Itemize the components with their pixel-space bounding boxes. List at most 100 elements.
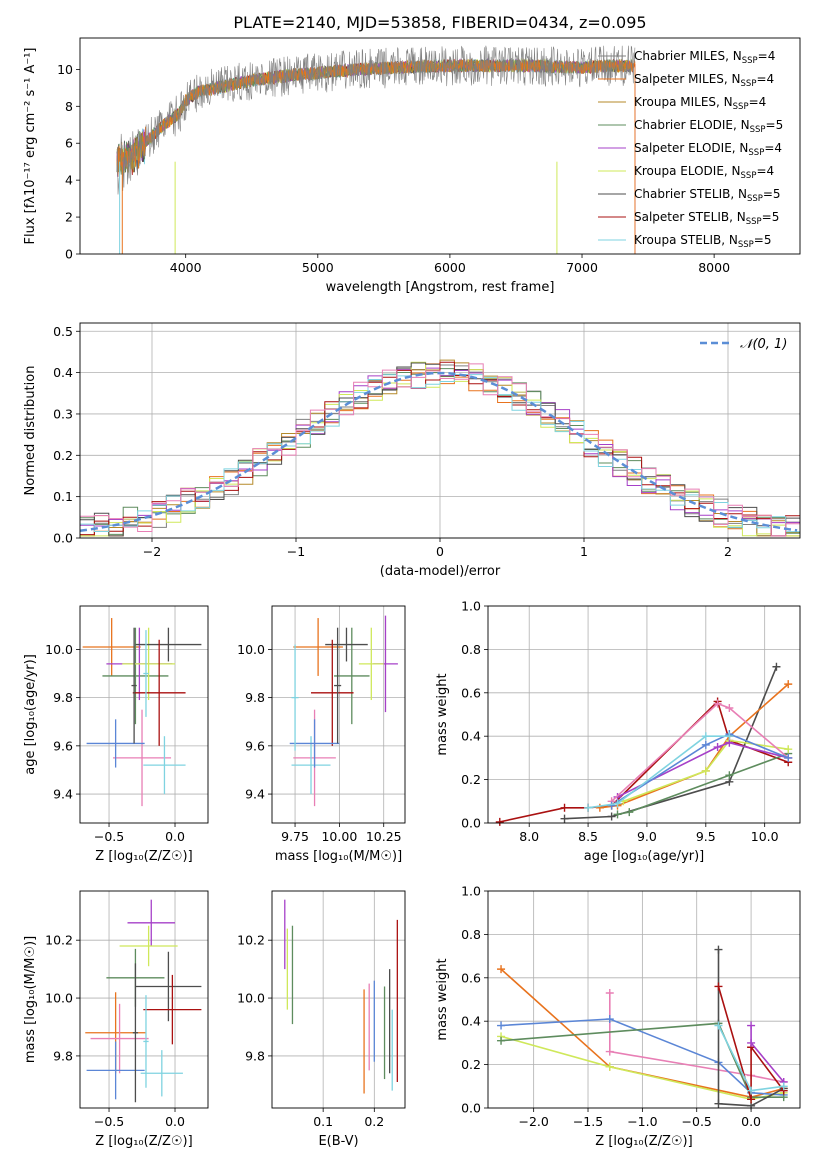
legend-suffix: =4 (749, 95, 767, 109)
spectrum-series-line (116, 58, 633, 173)
x-tick-label: −1.5 (573, 1114, 603, 1129)
mass-weight-marker (725, 703, 734, 712)
error-bar-point (90, 1003, 149, 1074)
axes-frame (271, 605, 406, 824)
mass-weight-marker (607, 801, 616, 810)
mass-weight-marker (747, 1095, 756, 1104)
legend-subscript: SSP (747, 194, 763, 204)
legend-entry: Kroupa MILES, NSSP=4 (634, 95, 766, 112)
error-bar-point (143, 974, 202, 1045)
x-tick-label: 10.00 (321, 829, 357, 844)
legend-suffix: =5 (766, 118, 784, 132)
x-tick-label: 0.0 (165, 829, 185, 844)
y-tick-label: 0.4 (461, 729, 481, 744)
x-tick-label: −2 (143, 544, 161, 559)
mass-weight-marker (607, 812, 616, 821)
mass-weight-marker (772, 662, 781, 671)
y-axis-label: age [log₁₀(age/yr)] (23, 654, 38, 775)
x-tick-label: 7000 (566, 260, 598, 275)
x-tick-label: 2 (724, 544, 732, 559)
x-tick-label: 0.0 (741, 1114, 761, 1129)
y-tick-label: 0.3 (53, 406, 73, 421)
y-tick-label: 0.2 (53, 448, 73, 463)
legend-entry: Kroupa ELODIE, NSSP=4 (634, 164, 774, 181)
axes-frame (487, 890, 801, 1109)
error-bar-point (291, 644, 299, 751)
x-tick-label: −0.5 (94, 1114, 124, 1129)
x-tick-label: 5000 (302, 260, 334, 275)
y-axis-label: Flux [fλ10⁻¹⁷ erg cm⁻² s⁻¹ A⁻¹] (23, 48, 38, 245)
legend-entry: Salpeter ELODIE, NSSP=4 (634, 141, 782, 158)
legend-label: Salpeter MILES, N (634, 72, 741, 86)
axes-frame (79, 605, 209, 824)
x-axis-label: Z [log₁₀(Z/Z☉)] (95, 849, 192, 864)
y-tick-label: 0.8 (461, 927, 481, 942)
mass-weight-marker (714, 1021, 723, 1030)
mass-weight-marker (747, 1038, 756, 1047)
x-axis-label: Z [log₁₀(Z/Z☉)] (95, 1134, 192, 1149)
mass-weight-marker (495, 817, 504, 826)
y-axis-label: Normed distribution (23, 366, 38, 496)
mass-weight-marker (713, 699, 722, 708)
mass-weight-marker (560, 814, 569, 823)
spectrum-series-line (116, 57, 633, 173)
x-tick-label: 10.25 (366, 829, 402, 844)
x-tick-label: 9.0 (637, 829, 657, 844)
error-bar-point (122, 627, 176, 701)
x-tick-label: 6000 (434, 260, 466, 275)
legend-label: Kroupa ELODIE, N (634, 164, 741, 178)
legend-suffix: =5 (763, 187, 781, 201)
panel-residuals: −2 −1 0 1 2 0.0 0.1 0.2 0.3 0.4 0.5 (data-model)/er… (23, 322, 801, 579)
mass-weight-marker (784, 745, 793, 754)
y-tick-label: 0.6 (461, 685, 481, 700)
mass-weight-marker (701, 766, 710, 775)
error-bar-point (127, 899, 176, 946)
y-tick-label: 10.0 (237, 642, 265, 657)
x-tick-label: −1.0 (627, 1114, 657, 1129)
mass-weight-marker (714, 945, 723, 954)
mass-weight-marker (605, 988, 614, 997)
y-tick-label: 0.4 (53, 365, 73, 380)
error-bar-point (132, 963, 139, 1103)
mass-weight-marker (584, 803, 593, 812)
mass-weight-line (617, 752, 789, 816)
mass-weight-line (499, 700, 789, 823)
mass-weight-marker (747, 1021, 756, 1030)
mass-weight-line (500, 1035, 784, 1101)
legend-label: Salpeter ELODIE, N (634, 141, 748, 155)
legend-suffix: =4 (758, 49, 776, 63)
legend-label: Chabrier STELIB, N (634, 187, 747, 201)
legend-label: Chabrier ELODIE, N (634, 118, 750, 132)
mass-weight-marker (497, 965, 506, 974)
panel-mass_vs_z: −0.5 0.0 9.8 10.0 10.2 Z [log₁₀(Z/Z☉)] mass [l… (23, 890, 209, 1149)
mass-weight-marker (595, 803, 604, 812)
y-tick-label: 9.6 (245, 738, 265, 753)
error-bar-point (140, 1050, 183, 1097)
mass-weight-marker (747, 1086, 756, 1095)
panel-mass_vs_ebv: 0.1 0.2 9.8 10.0 10.2 E(B-V) (237, 890, 406, 1149)
error-bar-point (131, 627, 137, 744)
y-axis-label: mass weight (435, 958, 450, 1040)
y-tick-label: 9.8 (245, 1048, 265, 1063)
legend-suffix: =4 (756, 72, 774, 86)
x-axis-label: wavelength [Angstrom, rest frame] (326, 280, 555, 295)
legend-label: Kroupa MILES, N (634, 95, 733, 109)
x-axis-label: E(B-V) (318, 1134, 358, 1149)
error-bar-point (135, 951, 202, 1022)
x-tick-label: 0.2 (364, 1114, 384, 1129)
y-tick-label: 2 (65, 210, 73, 225)
error-bar-point (135, 627, 202, 662)
mass-weight-marker (613, 799, 622, 808)
legend-entry: Chabrier ELODIE, NSSP=5 (634, 118, 783, 135)
y-tick-label: 0.1 (53, 489, 73, 504)
y-tick-label: 10.0 (45, 991, 73, 1006)
axes-frame (79, 37, 801, 255)
y-tick-label: 0.8 (461, 642, 481, 657)
mass-weight-line (717, 986, 785, 1100)
y-tick-label: 1.0 (461, 599, 481, 614)
x-tick-label: −0.5 (682, 1114, 712, 1129)
spectrum-series-line (116, 57, 633, 173)
spectrum-series-line (116, 58, 633, 175)
y-tick-label: 10.0 (237, 991, 265, 1006)
